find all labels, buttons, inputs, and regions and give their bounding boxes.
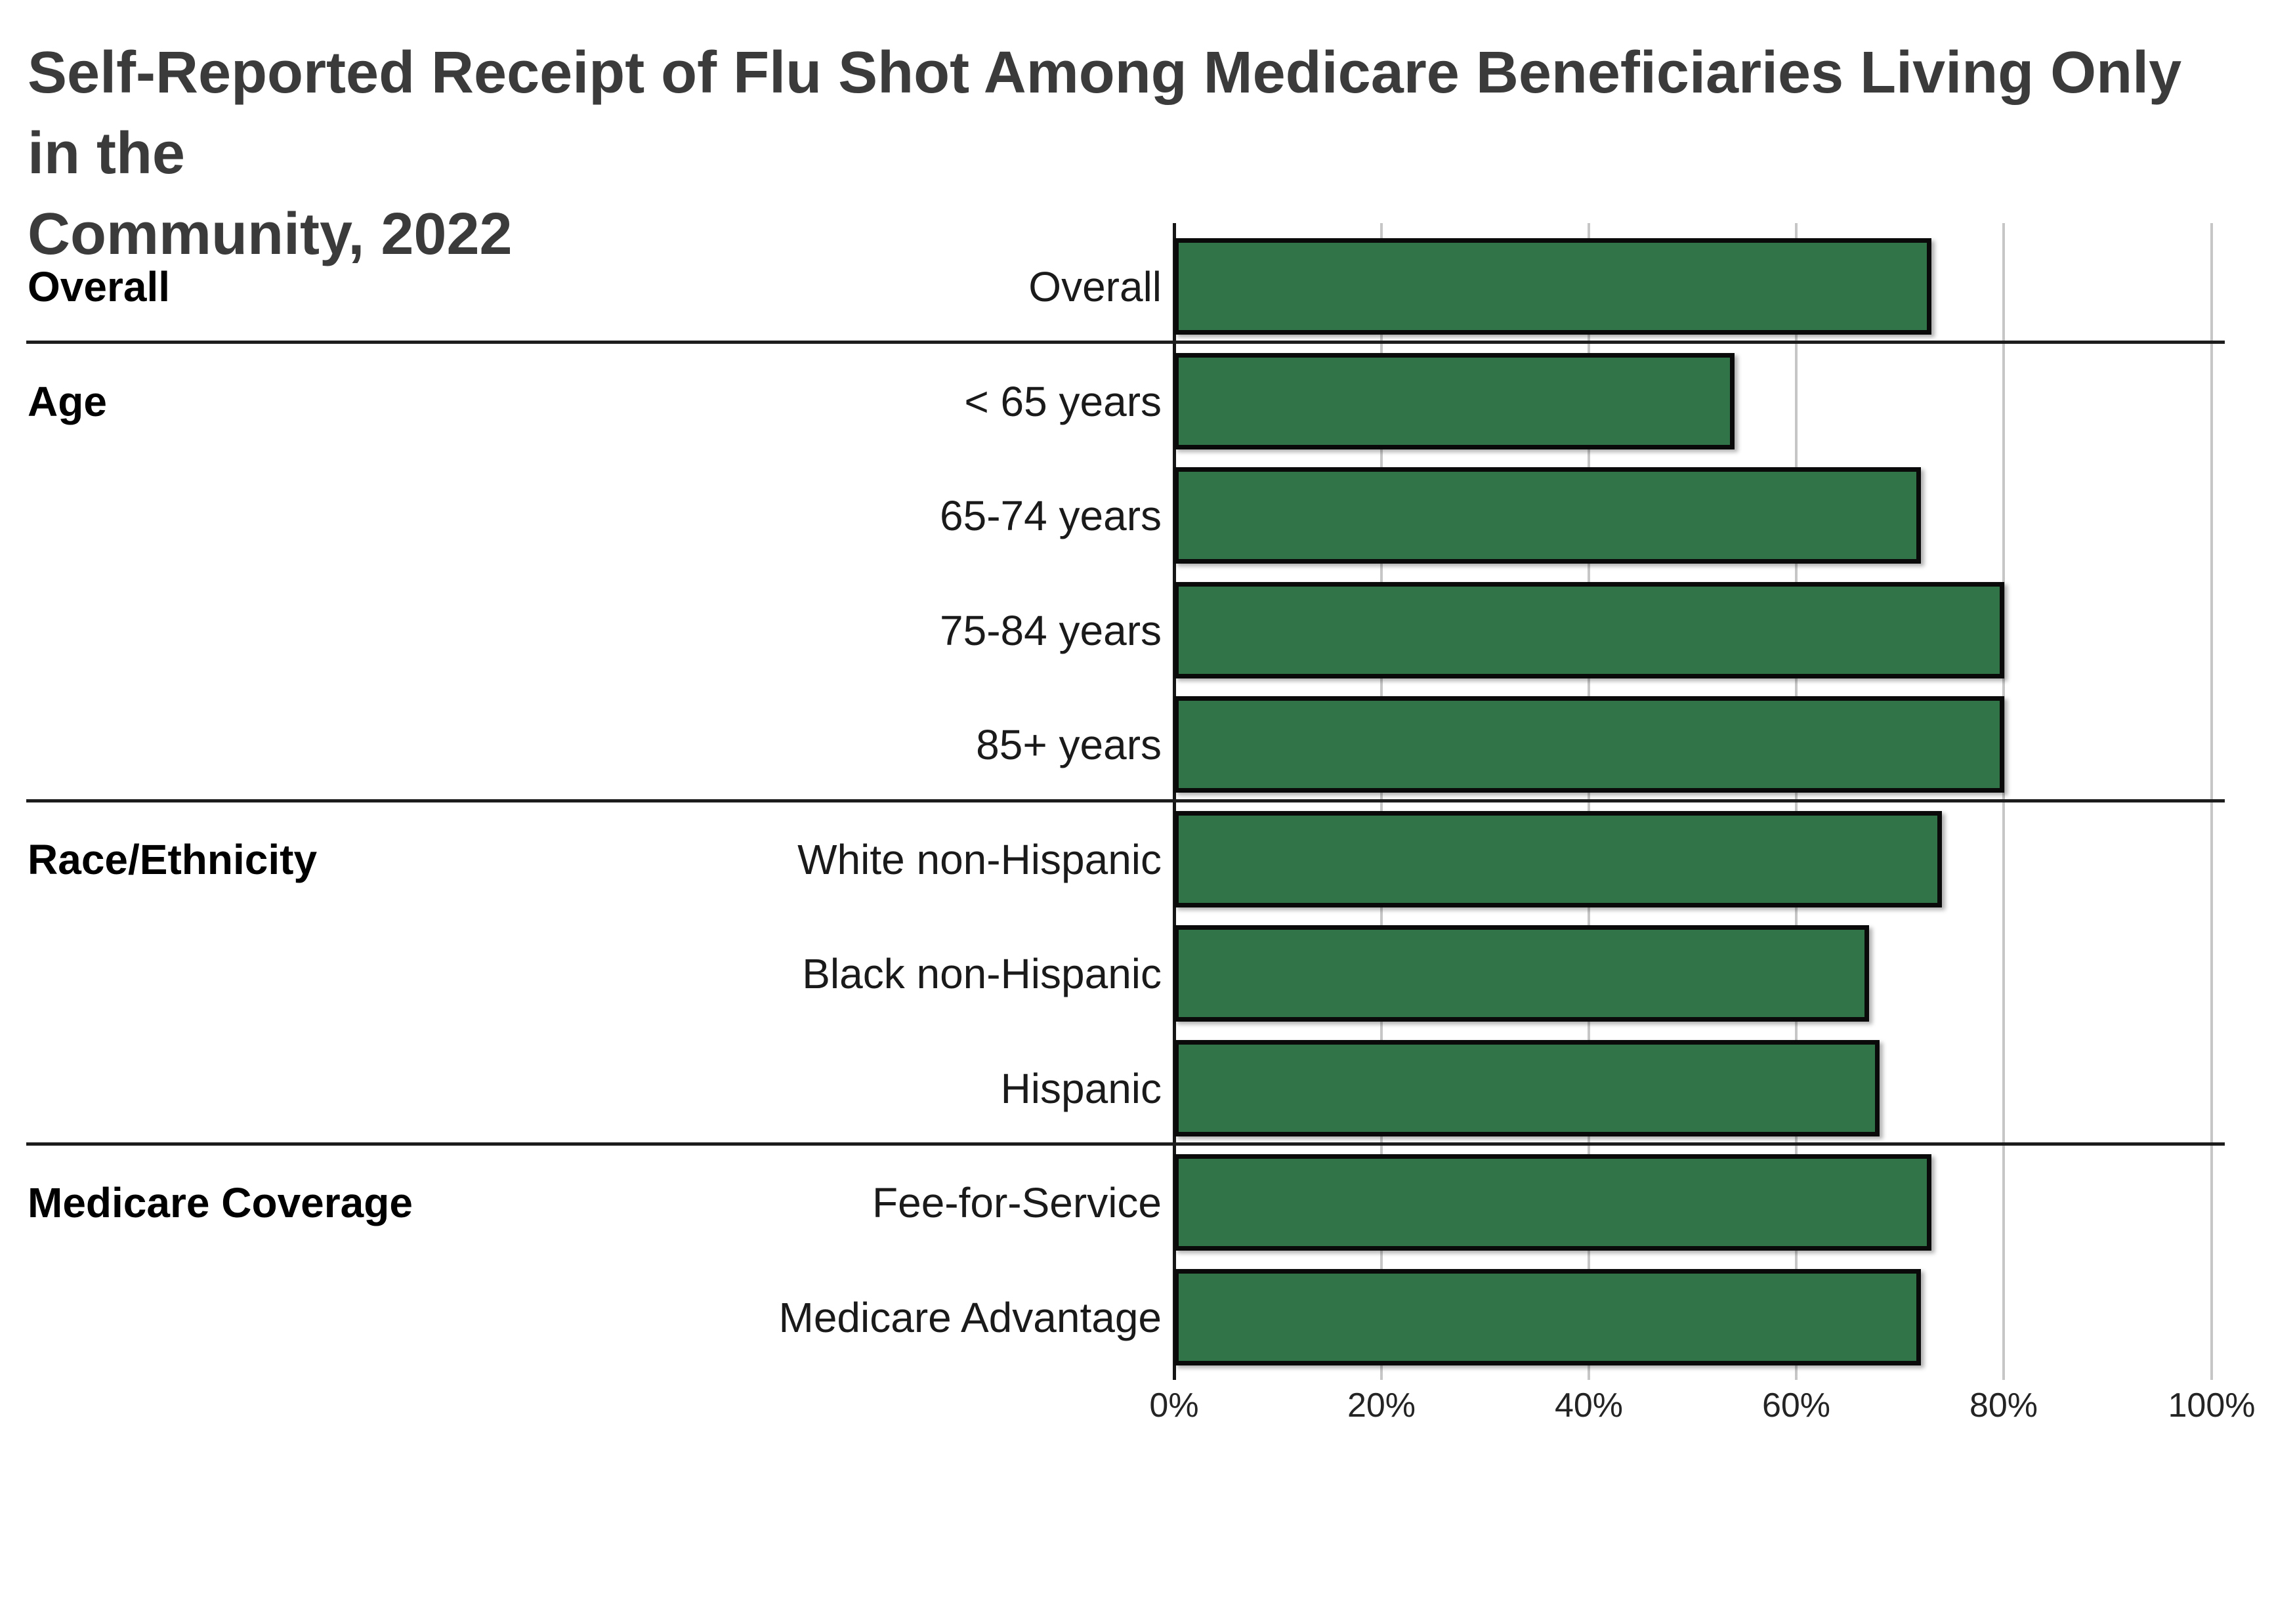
row-label-75-84: 75-84 years	[940, 607, 1162, 654]
tick-label-0: 0%	[1149, 1386, 1199, 1425]
row-label-65-74: 65-74 years	[940, 492, 1162, 539]
group-label-medicare-coverage: Medicare Coverage	[28, 1179, 413, 1226]
bar-fee-for-service	[1174, 1154, 1932, 1251]
row-label-under-65: < 65 years	[964, 378, 1162, 425]
bar-black-non-hispanic	[1174, 925, 1870, 1022]
row-label-medicare-advantage: Medicare Advantage	[778, 1294, 1162, 1341]
tick-label-80: 80%	[1969, 1386, 2038, 1425]
group-label-age: Age	[28, 378, 107, 425]
row-label-black-non-hispanic: Black non-Hispanic	[802, 950, 1162, 997]
row-label-overall: Overall	[1028, 263, 1162, 310]
bar-overall	[1174, 238, 1932, 335]
row-label-hispanic: Hispanic	[1000, 1065, 1162, 1112]
tick-label-40: 40%	[1554, 1386, 1624, 1425]
separator-after-age	[26, 799, 2225, 802]
group-label-overall: Overall	[28, 263, 171, 310]
tick-label-60: 60%	[1761, 1386, 1831, 1425]
bar-75-84	[1174, 582, 2004, 678]
bar-85-plus	[1174, 696, 2004, 793]
bar-65-74	[1174, 467, 1922, 564]
row-label-white-non-hispanic: White non-Hispanic	[797, 836, 1162, 883]
group-label-race-ethnicity: Race/Ethnicity	[28, 836, 318, 883]
tick-label-100: 100%	[2168, 1386, 2256, 1425]
bar-hispanic	[1174, 1040, 1880, 1136]
separator-after-race	[26, 1142, 2225, 1146]
chart-title: Self-Reported Receipt of Flu Shot Among …	[28, 40, 2182, 267]
separator-after-overall	[26, 341, 2225, 344]
bar-medicare-advantage	[1174, 1269, 1922, 1365]
bar-white-non-hispanic	[1174, 811, 1942, 907]
bar-under-65	[1174, 353, 1735, 449]
tick-label-20: 20%	[1347, 1386, 1416, 1425]
row-label-fee-for-service: Fee-for-Service	[872, 1179, 1162, 1226]
row-label-85-plus: 85+ years	[976, 721, 1162, 768]
